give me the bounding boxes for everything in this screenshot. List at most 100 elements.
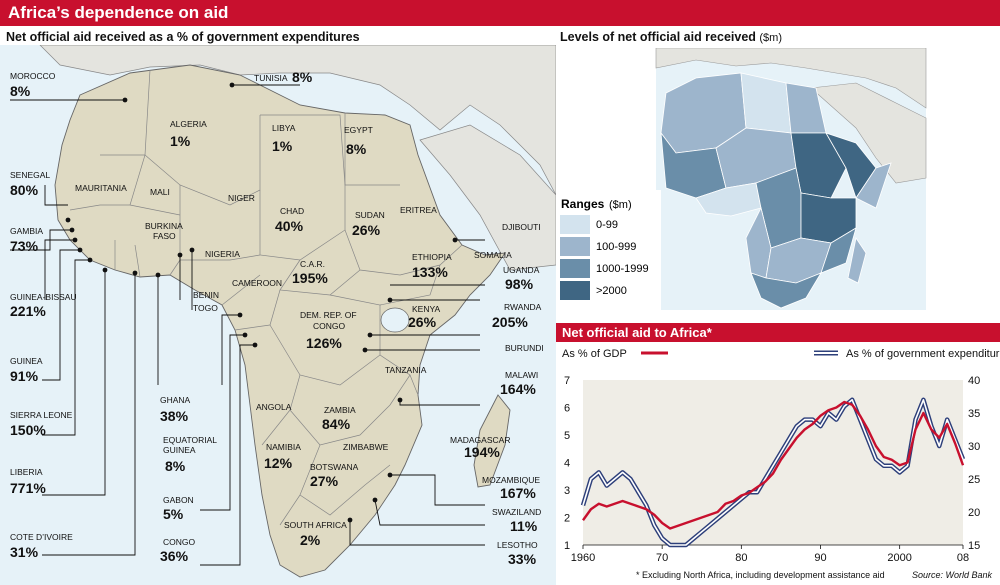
- chart-title: Net official aid to Africa*: [562, 325, 712, 340]
- senegal-dot: [65, 217, 71, 223]
- value-uganda: 98%: [505, 276, 534, 292]
- cote-divoire-dot: [132, 270, 138, 276]
- label-madagascar: MADAGASCAR: [450, 435, 510, 445]
- value-morocco: 8%: [10, 83, 31, 99]
- label-sierra-leone: SIERRA LEONE: [10, 410, 73, 420]
- main-title: Africa’s dependence on aid: [8, 3, 229, 22]
- label-drc: DEM. REP. OF CONGO: [300, 310, 359, 331]
- left-subtitle: Net official aid received as a % of gove…: [6, 30, 360, 44]
- value-botswana: 27%: [310, 473, 339, 489]
- sierra-leone-dot: [87, 257, 93, 263]
- label-swaziland: SWAZILAND: [492, 507, 541, 517]
- legend-label-3: >2000: [596, 285, 627, 297]
- label-djibouti: DJIBOUTI: [502, 222, 541, 232]
- value-guinea: 91%: [10, 368, 39, 384]
- label-libya: LIBYA: [272, 123, 296, 133]
- label-gambia: GAMBIA: [10, 226, 43, 236]
- title-bar: Africa’s dependence on aid: [0, 0, 1000, 26]
- label-tunisia: TUNISIA: [254, 73, 288, 83]
- benin-dot: [189, 247, 195, 253]
- label-uganda: UGANDA: [503, 265, 540, 275]
- value-cote-divoire: 31%: [10, 544, 39, 560]
- value-gabon: 5%: [163, 506, 184, 522]
- legend-label-2: 1000-1999: [596, 263, 649, 275]
- value-swaziland: 11%: [510, 518, 538, 534]
- value-rwanda: 205%: [492, 314, 528, 330]
- right-subtitle-text: Levels of net official aid received: [560, 30, 756, 44]
- label-kenya: KENYA: [412, 304, 441, 314]
- djibouti-dot: [452, 237, 458, 243]
- label-senegal: SENEGAL: [10, 170, 50, 180]
- value-namibia: 12%: [264, 455, 293, 471]
- value-zambia: 84%: [322, 416, 351, 432]
- label-gabon: GABON: [163, 495, 194, 505]
- congo-dot: [252, 342, 258, 348]
- chart-footnote: * Excluding North Africa, including deve…: [636, 570, 885, 580]
- chart-title-bar: Net official aid to Africa*: [556, 323, 1000, 342]
- label-equatorial-guinea: EQUATORIAL GUINEA: [163, 435, 219, 455]
- label-rwanda: RWANDA: [504, 302, 542, 312]
- label-cote-divoire: COTE D’IVOIRE: [10, 532, 73, 542]
- label-somalia: SOMALIA: [474, 250, 512, 260]
- value-senegal: 80%: [10, 182, 39, 198]
- ytick-right-25: 25: [968, 474, 980, 486]
- label-eq-guinea-line1: EQUATORIAL: [163, 435, 217, 445]
- region-madagascar: [847, 236, 867, 284]
- label-guinea-bissau: GUINEA-BISSAU: [10, 292, 77, 302]
- legend-title: Ranges: [561, 197, 605, 211]
- xtick-90: 90: [814, 552, 826, 564]
- label-angola: ANGOLA: [256, 402, 292, 412]
- right-subtitle: Levels of net official aid received ($m): [560, 30, 782, 44]
- legend-swatch-2: [560, 259, 590, 278]
- swaziland-dot: [372, 497, 378, 503]
- equatorial-guinea-dot: [237, 312, 243, 318]
- ghana-dot: [155, 272, 161, 278]
- value-drc: 126%: [306, 335, 342, 351]
- label-tanzania: TANZANIA: [385, 365, 427, 375]
- label-south-africa: SOUTH AFRICA: [284, 520, 347, 530]
- label-drc-line1: DEM. REP. OF: [300, 310, 357, 320]
- value-chad: 40%: [275, 218, 304, 234]
- ytick-left-5: 5: [564, 430, 570, 442]
- legend-label-0: 0-99: [596, 219, 618, 231]
- legend-unit: ($m): [609, 199, 632, 211]
- ytick-left-1: 1: [564, 540, 570, 552]
- uganda-dot: [387, 297, 393, 303]
- value-congo: 36%: [160, 548, 189, 564]
- morocco-dot: [122, 97, 128, 103]
- region-mozambique: [820, 227, 857, 274]
- label-eritrea: ERITREA: [400, 205, 437, 215]
- ytick-right-20: 20: [968, 507, 980, 519]
- label-burkina-faso: BURKINA FASO: [145, 221, 185, 241]
- leader-lines: [10, 84, 485, 566]
- guinea-bissau-dot: [72, 237, 78, 243]
- label-niger: NIGER: [228, 193, 255, 203]
- europe-landmass: [39, 45, 556, 196]
- xtick-1960: 1960: [571, 552, 595, 564]
- value-equatorial-guinea: 8%: [165, 458, 186, 474]
- value-egypt: 8%: [346, 141, 367, 157]
- label-nigeria: NIGERIA: [205, 249, 240, 259]
- ytick-left-3: 3: [564, 485, 570, 497]
- africa-aid-map: MOROCCO 8% TUNISIA 8% ALGERIA 1% LIBYA 1…: [0, 45, 556, 585]
- label-ethiopia: ETHIOPIA: [412, 252, 452, 262]
- value-kenya: 26%: [408, 314, 437, 330]
- xtick-70: 70: [656, 552, 668, 564]
- country-borders: [69, 69, 463, 526]
- label-guinea: GUINEA: [10, 356, 43, 366]
- label-namibia: NAMIBIA: [266, 442, 301, 452]
- value-south-africa: 2%: [300, 532, 321, 548]
- right-arabia: [810, 82, 927, 184]
- malawi-dot: [397, 397, 403, 403]
- label-lesotho: LESOTHO: [497, 540, 538, 550]
- value-sudan: 26%: [352, 222, 381, 238]
- value-tunisia: 8%: [292, 69, 313, 85]
- label-ghana: GHANA: [160, 395, 191, 405]
- right-europe: [655, 48, 927, 109]
- value-gambia: 73%: [10, 238, 39, 254]
- label-mozambique: MOZAMBIQUE: [482, 475, 540, 485]
- label-mauritania: MAURITANIA: [75, 183, 127, 193]
- chart-legend: As % of GDP As % of government expenditu…: [562, 348, 1000, 360]
- location-dots: [65, 82, 458, 523]
